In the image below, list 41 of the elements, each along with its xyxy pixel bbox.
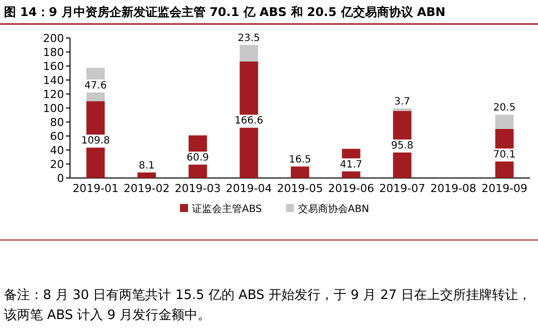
- data-label: 47.6: [84, 80, 107, 92]
- x-tick-label: 2019-04: [226, 182, 272, 195]
- bar: [393, 108, 412, 111]
- bar: [240, 44, 258, 62]
- data-label: 8.1: [138, 160, 155, 172]
- data-label: 70.1: [493, 149, 516, 160]
- x-tick-label: 2019-08: [430, 182, 476, 195]
- y-tick-label: 40: [50, 144, 64, 157]
- x-tick-label: 2019-05: [277, 182, 323, 195]
- y-tick-label: 200: [43, 32, 64, 45]
- x-tick-label: 2019-07: [379, 182, 426, 195]
- data-label: 23.5: [238, 32, 260, 44]
- data-label: 166.6: [234, 116, 264, 127]
- x-tick-label: 2019-03: [174, 182, 221, 195]
- legend-label: 证监会主管ABS: [192, 203, 262, 215]
- chart-title: 图 14：9 月中资房企新发证监会主管 70.1 亿 ABS 和 20.5 亿交易商协议 ABN: [4, 5, 446, 19]
- y-tick-label: 20: [50, 158, 64, 171]
- text: 备注：8 月 30 日有两笔共计 15.5 亿的 ABS 开始发行，于 9 月 27 日在上交所挂牌转让，该两笔 ABS 计入 9 月发行金额中。: [4, 287, 532, 325]
- data-label: 41.7: [340, 159, 362, 170]
- y-tick-label: 80: [50, 116, 64, 129]
- y-tick-label: 140: [43, 74, 64, 87]
- y-tick-label: 160: [43, 60, 64, 73]
- legend-label: 交易商协会ABN: [298, 203, 370, 215]
- data-label: 16.5: [288, 154, 312, 166]
- bar: [137, 172, 156, 178]
- x-tick-label: 2019-09: [481, 182, 528, 195]
- data-label: 20.5: [493, 102, 516, 114]
- bar: [290, 166, 310, 178]
- data-label: 109.8: [81, 136, 110, 147]
- y-tick-label: 100: [43, 102, 64, 115]
- y-tick-label: 120: [43, 88, 64, 101]
- x-tick-label: 2019-02: [124, 182, 170, 195]
- x-tick-label: 2019-06: [328, 182, 374, 195]
- y-tick-label: 0: [57, 172, 64, 185]
- data-label: 3.7: [394, 96, 410, 108]
- y-tick-label: 60: [50, 130, 64, 143]
- bar: [495, 114, 514, 129]
- x-tick-label: 2019-01: [72, 182, 119, 195]
- data-label: 95.8: [391, 140, 414, 152]
- y-tick-label: 180: [43, 46, 64, 59]
- data-label: 60.9: [186, 152, 209, 164]
